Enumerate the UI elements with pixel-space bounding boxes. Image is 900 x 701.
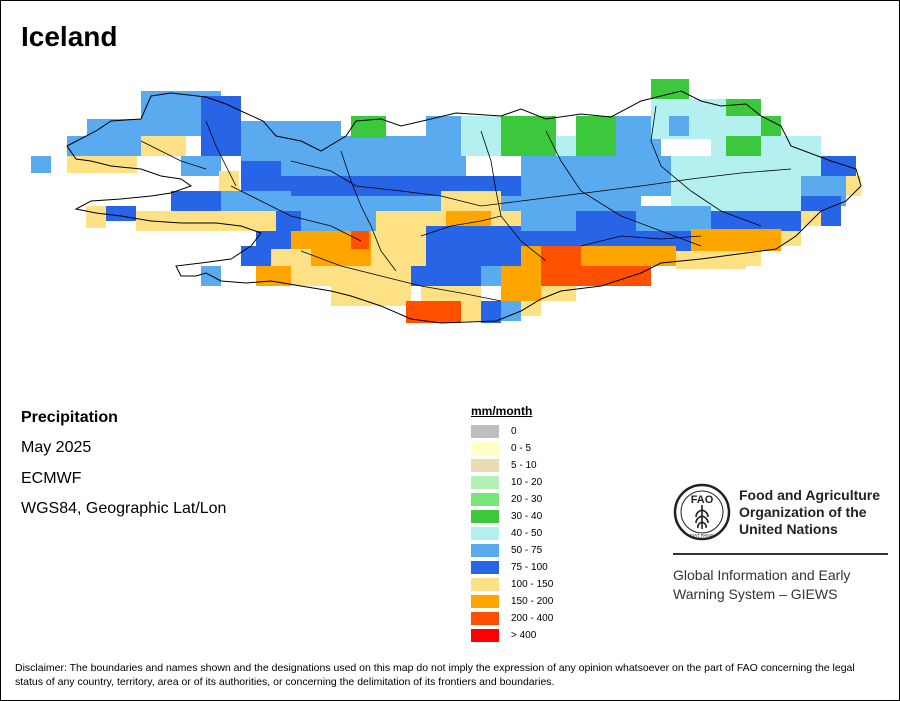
map-title: Iceland	[21, 21, 118, 52]
legend-label: 10 - 20	[511, 477, 543, 488]
legend-swatch	[471, 578, 499, 591]
legend-item: 10 - 20	[471, 474, 553, 491]
projection-label: WGS84, Geographic Lat/Lon	[21, 500, 227, 517]
model-label: ECMWF	[21, 470, 82, 487]
legend-label: > 400	[511, 630, 537, 641]
legend-label: 0 - 5	[511, 443, 532, 454]
legend-item: 200 - 400	[471, 610, 553, 627]
legend-item: 75 - 100	[471, 559, 553, 576]
giews-name: Global Information and Early Warning Sys…	[673, 567, 851, 602]
legend-swatch	[471, 595, 499, 608]
logo-motto: FIAT PANIS	[690, 533, 714, 538]
legend-item: > 400	[471, 627, 553, 644]
logo-acronym: FAO	[691, 494, 714, 506]
coastline	[66, 90, 862, 324]
legend-item: 0	[471, 423, 553, 440]
precipitation-grid	[31, 79, 861, 323]
product-label: Precipitation	[21, 409, 118, 426]
legend-swatch	[471, 476, 499, 489]
legend-item: 40 - 50	[471, 525, 553, 542]
legend: 0 0 - 5 5 - 10 10 - 20 20 - 30 30 - 40 40 - 50…	[471, 423, 553, 644]
legend-swatch	[471, 527, 499, 540]
legend-label: 20 - 30	[511, 494, 543, 505]
legend-label: 200 - 400	[511, 613, 554, 624]
legend-label: 40 - 50	[511, 528, 543, 539]
legend-swatch	[471, 561, 499, 574]
legend-label: 0	[511, 426, 517, 437]
legend-label: 30 - 40	[511, 511, 543, 522]
legend-swatch	[471, 544, 499, 557]
legend-item: 20 - 30	[471, 491, 553, 508]
legend-label: 100 - 150	[511, 579, 554, 590]
legend-item: 150 - 200	[471, 593, 553, 610]
legend-label: 5 - 10	[511, 460, 537, 471]
fao-organization-name: Food and Agriculture Organization of the…	[739, 487, 881, 537]
legend-swatch	[471, 612, 499, 625]
legend-swatch	[471, 425, 499, 438]
disclaimer: Disclaimer: The boundaries and names sho…	[15, 662, 855, 688]
legend-item: 5 - 10	[471, 457, 553, 474]
legend-title: mm/month	[471, 404, 533, 418]
legend-label: 150 - 200	[511, 596, 554, 607]
legend-label: 50 - 75	[511, 545, 543, 556]
divider	[673, 553, 888, 555]
legend-item: 30 - 40	[471, 508, 553, 525]
legend-item: 100 - 150	[471, 576, 553, 593]
legend-swatch	[471, 442, 499, 455]
coastline-and-boundaries	[66, 90, 862, 324]
legend-item: 0 - 5	[471, 440, 553, 457]
fao-logo-icon: FAO FIAT PANIS	[673, 483, 731, 541]
legend-label: 75 - 100	[511, 562, 548, 573]
legend-swatch	[471, 493, 499, 506]
legend-swatch	[471, 459, 499, 472]
legend-swatch	[471, 510, 499, 523]
legend-swatch	[471, 629, 499, 642]
legend-item: 50 - 75	[471, 542, 553, 559]
date-label: May 2025	[21, 439, 92, 456]
precipitation-map	[31, 79, 862, 324]
